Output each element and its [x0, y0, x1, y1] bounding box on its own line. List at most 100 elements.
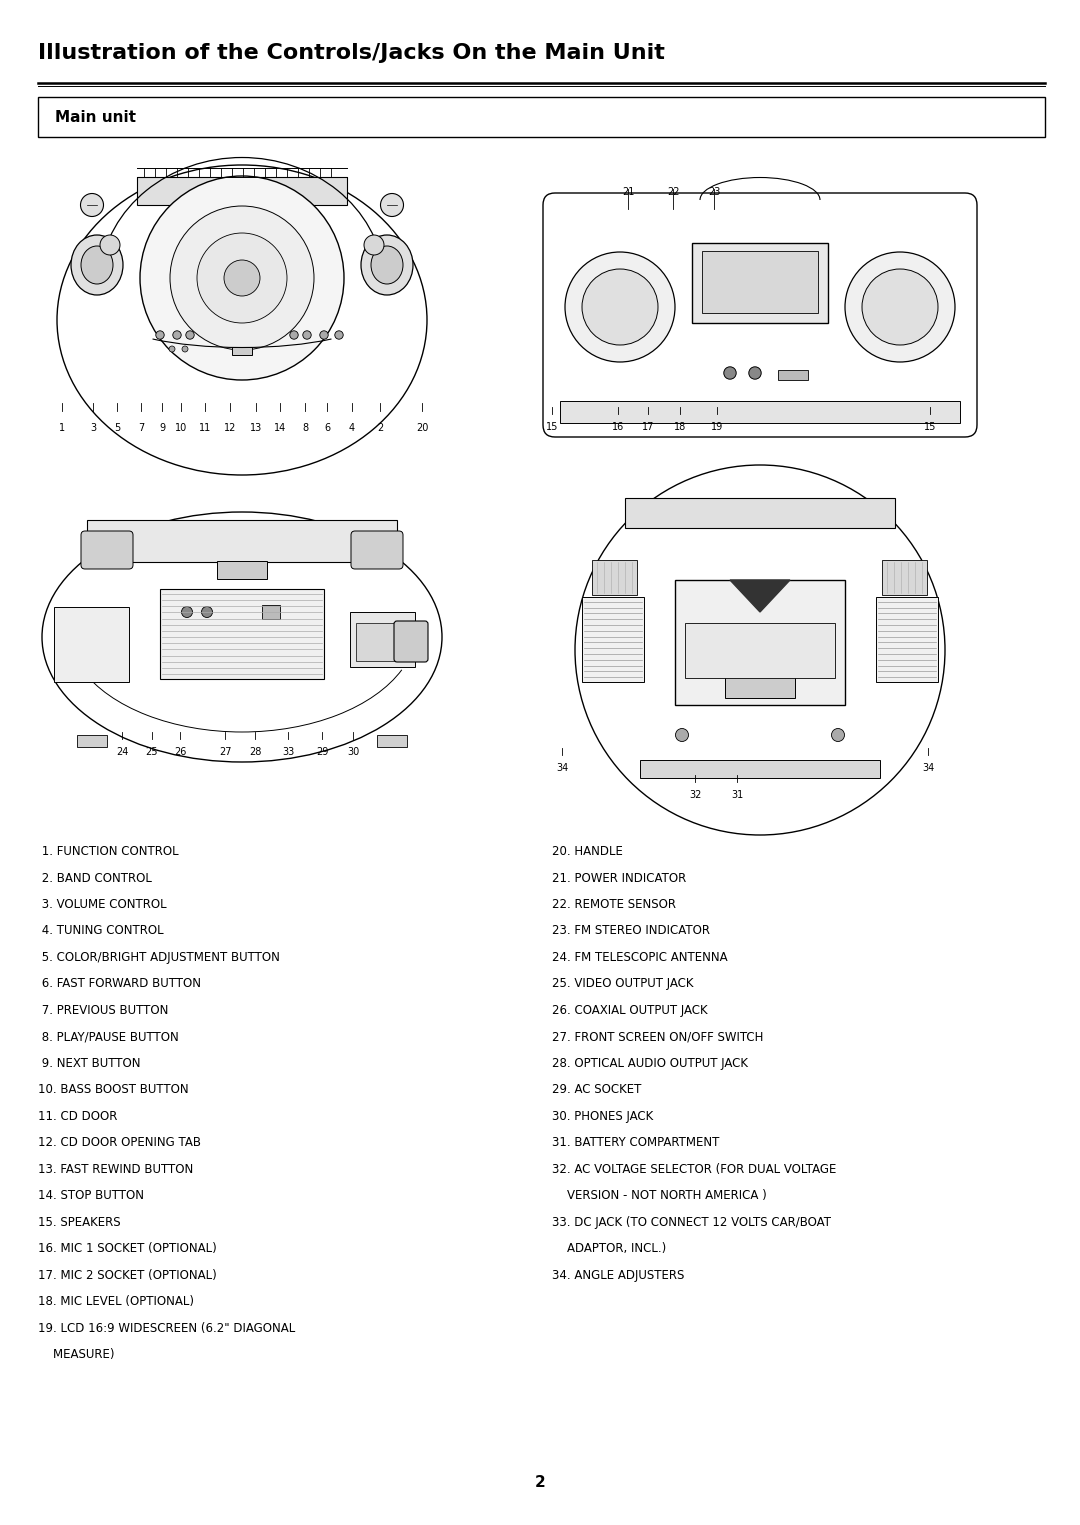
Text: 14. STOP BUTTON: 14. STOP BUTTON	[38, 1190, 144, 1203]
Text: 16: 16	[612, 422, 624, 432]
Text: 2. BAND CONTROL: 2. BAND CONTROL	[38, 871, 152, 884]
FancyBboxPatch shape	[640, 759, 880, 778]
Circle shape	[575, 465, 945, 836]
Circle shape	[302, 331, 311, 339]
Circle shape	[582, 268, 658, 345]
FancyBboxPatch shape	[876, 596, 939, 682]
FancyBboxPatch shape	[217, 561, 267, 580]
Text: 23. FM STEREO INDICATOR: 23. FM STEREO INDICATOR	[552, 924, 710, 938]
Polygon shape	[730, 580, 789, 612]
Text: 32. AC VOLTAGE SELECTOR (FOR DUAL VOLTAGE: 32. AC VOLTAGE SELECTOR (FOR DUAL VOLTAG…	[552, 1164, 836, 1176]
Circle shape	[140, 175, 345, 380]
Text: 4. TUNING CONTROL: 4. TUNING CONTROL	[38, 924, 164, 938]
Text: 6: 6	[324, 422, 330, 433]
Circle shape	[335, 331, 343, 339]
Circle shape	[320, 331, 328, 339]
Ellipse shape	[71, 235, 123, 294]
FancyBboxPatch shape	[543, 194, 977, 438]
Text: 14: 14	[274, 422, 286, 433]
Text: 33. DC JACK (TO CONNECT 12 VOLTS CAR/BOAT: 33. DC JACK (TO CONNECT 12 VOLTS CAR/BOA…	[552, 1215, 831, 1229]
FancyBboxPatch shape	[675, 580, 845, 705]
Ellipse shape	[372, 246, 403, 284]
Text: 19. LCD 16:9 WIDESCREEN (6.2" DIAGONAL: 19. LCD 16:9 WIDESCREEN (6.2" DIAGONAL	[38, 1322, 295, 1334]
Text: 9. NEXT BUTTON: 9. NEXT BUTTON	[38, 1057, 140, 1071]
FancyBboxPatch shape	[38, 98, 1045, 137]
Text: 17. MIC 2 SOCKET (OPTIONAL): 17. MIC 2 SOCKET (OPTIONAL)	[38, 1269, 217, 1283]
Text: 24. FM TELESCOPIC ANTENNA: 24. FM TELESCOPIC ANTENNA	[552, 952, 728, 964]
Text: 31: 31	[731, 790, 743, 801]
Text: 13. FAST REWIND BUTTON: 13. FAST REWIND BUTTON	[38, 1164, 193, 1176]
Text: 8. PLAY/PAUSE BUTTON: 8. PLAY/PAUSE BUTTON	[38, 1031, 179, 1043]
Text: 24: 24	[116, 747, 129, 756]
Text: 19: 19	[711, 422, 724, 432]
Circle shape	[748, 368, 761, 380]
Text: 26: 26	[174, 747, 186, 756]
Text: 34: 34	[556, 762, 568, 773]
Text: 34. ANGLE ADJUSTERS: 34. ANGLE ADJUSTERS	[552, 1269, 685, 1283]
Text: 12: 12	[224, 422, 237, 433]
Circle shape	[100, 235, 120, 255]
Ellipse shape	[81, 246, 113, 284]
Text: 8: 8	[302, 422, 308, 433]
Circle shape	[565, 252, 675, 361]
Text: 32: 32	[689, 790, 701, 801]
Circle shape	[170, 206, 314, 351]
Text: 9: 9	[159, 422, 165, 433]
FancyBboxPatch shape	[87, 520, 397, 563]
Text: 17: 17	[642, 422, 654, 432]
Text: 25. VIDEO OUTPUT JACK: 25. VIDEO OUTPUT JACK	[552, 978, 693, 991]
FancyBboxPatch shape	[160, 589, 324, 679]
Circle shape	[862, 268, 939, 345]
Text: 30. PHONES JACK: 30. PHONES JACK	[552, 1110, 653, 1122]
FancyBboxPatch shape	[232, 348, 252, 355]
Circle shape	[724, 368, 737, 380]
Text: 20: 20	[416, 422, 428, 433]
Text: 11. CD DOOR: 11. CD DOOR	[38, 1110, 118, 1122]
Circle shape	[181, 607, 192, 618]
Circle shape	[168, 346, 175, 352]
Circle shape	[364, 235, 384, 255]
Text: 22: 22	[666, 188, 679, 197]
Text: 23: 23	[707, 188, 720, 197]
Text: 3. VOLUME CONTROL: 3. VOLUME CONTROL	[38, 898, 166, 910]
Circle shape	[845, 252, 955, 361]
Text: 26. COAXIAL OUTPUT JACK: 26. COAXIAL OUTPUT JACK	[552, 1003, 707, 1017]
Circle shape	[380, 194, 404, 217]
FancyBboxPatch shape	[81, 531, 133, 569]
Text: 20. HANDLE: 20. HANDLE	[552, 845, 623, 859]
Circle shape	[224, 259, 260, 296]
FancyBboxPatch shape	[77, 735, 107, 747]
FancyBboxPatch shape	[778, 371, 808, 380]
FancyBboxPatch shape	[356, 624, 406, 660]
FancyBboxPatch shape	[351, 531, 403, 569]
Text: Illustration of the Controls/Jacks On the Main Unit: Illustration of the Controls/Jacks On th…	[38, 43, 665, 63]
Ellipse shape	[361, 235, 413, 294]
FancyBboxPatch shape	[592, 560, 637, 595]
Text: MEASURE): MEASURE)	[38, 1348, 114, 1362]
Text: 16. MIC 1 SOCKET (OPTIONAL): 16. MIC 1 SOCKET (OPTIONAL)	[38, 1243, 217, 1255]
FancyBboxPatch shape	[350, 612, 415, 666]
Text: 28. OPTICAL AUDIO OUTPUT JACK: 28. OPTICAL AUDIO OUTPUT JACK	[552, 1057, 748, 1071]
Text: 11: 11	[199, 422, 211, 433]
Text: 2: 2	[535, 1475, 545, 1490]
FancyBboxPatch shape	[582, 596, 644, 682]
Text: 34: 34	[922, 762, 934, 773]
Text: 15. SPEAKERS: 15. SPEAKERS	[38, 1215, 121, 1229]
Text: 31. BATTERY COMPARTMENT: 31. BATTERY COMPARTMENT	[552, 1136, 719, 1150]
Circle shape	[197, 233, 287, 323]
Text: 29. AC SOCKET: 29. AC SOCKET	[552, 1083, 642, 1096]
FancyBboxPatch shape	[882, 560, 927, 595]
Text: 22. REMOTE SENSOR: 22. REMOTE SENSOR	[552, 898, 676, 910]
Text: 18: 18	[674, 422, 686, 432]
FancyBboxPatch shape	[262, 605, 280, 619]
Text: 10: 10	[175, 422, 187, 433]
FancyBboxPatch shape	[725, 676, 795, 698]
Ellipse shape	[57, 165, 427, 474]
FancyBboxPatch shape	[377, 735, 407, 747]
Text: 5. COLOR/BRIGHT ADJUSTMENT BUTTON: 5. COLOR/BRIGHT ADJUSTMENT BUTTON	[38, 952, 280, 964]
Text: 7: 7	[138, 422, 144, 433]
FancyBboxPatch shape	[54, 607, 129, 682]
FancyBboxPatch shape	[137, 177, 347, 204]
Text: 12. CD DOOR OPENING TAB: 12. CD DOOR OPENING TAB	[38, 1136, 201, 1150]
Circle shape	[186, 331, 194, 339]
